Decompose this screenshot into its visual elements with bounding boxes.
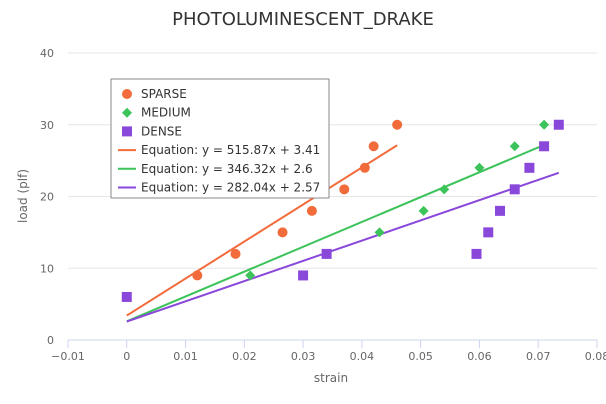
data-point-medium (509, 141, 520, 152)
x-tick-label: 0.03 (291, 350, 316, 363)
data-point-dense (553, 119, 564, 130)
trendline (126, 143, 545, 323)
legend-label: Equation: y = 282.04x + 2.57 (141, 181, 320, 195)
legend-label: Equation: y = 515.87x + 3.41 (141, 143, 320, 157)
y-tick-label: 30 (40, 119, 54, 132)
data-point-dense (471, 248, 482, 259)
data-point-dense (539, 141, 550, 152)
legend-marker-sparse (122, 89, 132, 99)
y-axis-title: load (plf) (16, 169, 30, 223)
x-tick-label: 0.02 (232, 350, 257, 363)
y-tick-label: 10 (40, 262, 54, 275)
x-tick-label: 0.05 (408, 350, 433, 363)
data-point-medium (418, 205, 429, 216)
x-tick-label: 0.06 (467, 350, 492, 363)
trendline (126, 171, 560, 323)
data-point-sparse (306, 205, 317, 216)
legend-label: SPARSE (141, 87, 187, 101)
data-point-dense (495, 205, 506, 216)
y-tick-label: 40 (40, 47, 54, 60)
y-tick-label: 20 (40, 191, 54, 204)
x-axis-ticks: −0.01 0 0.01 0.02 0.03 0.04 0.05 0.06 0.07 0.08 (51, 340, 606, 363)
data-point-sparse (230, 248, 241, 259)
legend-box (110, 78, 330, 199)
y-axis-ticks: 0 10 20 30 40 (40, 47, 54, 347)
data-points (121, 119, 564, 302)
data-point-dense (298, 270, 309, 281)
data-point-sparse (392, 119, 403, 130)
data-point-dense (509, 184, 520, 195)
x-axis-title: strain (314, 371, 348, 385)
x-tick-label: 0 (123, 350, 130, 363)
chart-title: PHOTOLUMINESCENT_DRAKE (172, 9, 434, 30)
legend[interactable]: SPARSE MEDIUM DENSE Equation: y = 515.87x +… (110, 78, 330, 199)
data-point-dense (524, 162, 535, 173)
data-point-medium (439, 184, 450, 195)
trendline (126, 144, 398, 317)
data-point-medium (374, 227, 385, 238)
x-tick-label: 0.04 (350, 350, 375, 363)
x-tick-label: 0.01 (173, 350, 198, 363)
x-tick-label: 0.08 (585, 350, 606, 363)
data-point-sparse (359, 162, 370, 173)
data-point-dense (483, 227, 494, 238)
data-point-dense (321, 248, 332, 259)
data-point-medium (539, 119, 550, 130)
data-point-medium (245, 270, 256, 281)
data-point-dense (121, 291, 132, 302)
legend-label: MEDIUM (141, 106, 191, 120)
legend-label: DENSE (141, 124, 182, 138)
data-point-medium (474, 162, 485, 173)
legend-marker-medium (122, 107, 132, 118)
y-tick-label: 0 (47, 334, 54, 347)
data-point-sparse (368, 141, 379, 152)
data-point-sparse (339, 184, 350, 195)
x-tick-label: 0.07 (526, 350, 551, 363)
data-point-sparse (192, 270, 203, 281)
legend-marker-dense (122, 126, 132, 137)
data-point-sparse (277, 227, 288, 238)
trendlines (126, 143, 560, 323)
legend-label: Equation: y = 346.32x + 2.6 (141, 162, 313, 176)
x-tick-label: −0.01 (51, 350, 85, 363)
